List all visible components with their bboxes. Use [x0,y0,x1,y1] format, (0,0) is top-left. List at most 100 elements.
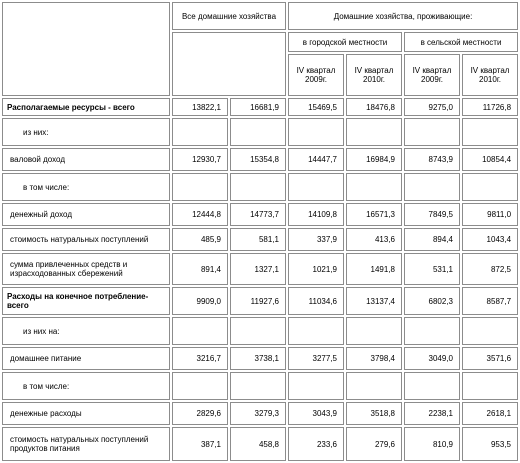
row-label: денежные расходы [2,402,170,425]
value-cell: 2829,6 [172,402,228,425]
value-cell: 953,5 [462,427,519,461]
value-cell: 11726,8 [462,98,519,116]
value-cell: 810,9 [404,427,460,461]
data-row: сумма привлеченных средств и израсходова… [2,253,520,285]
value-cell: 2238,1 [404,402,460,425]
value-cell: 15469,5 [288,98,344,116]
empty-cell [462,118,519,146]
row-label: валовой доход [2,148,170,171]
value-cell: 3518,8 [346,402,402,425]
data-row: в том числе: [2,173,520,201]
row-label: денежный доход [2,203,170,226]
value-cell: 12930,7 [172,148,228,171]
value-cell: 1327,1 [230,253,286,285]
value-cell: 1491,8 [346,253,402,285]
value-cell: 872,5 [462,253,519,285]
value-cell: 3571,6 [462,347,519,370]
empty-cell [346,372,402,400]
data-row: валовой доход 12930,7 15354,8 14447,7 16984,… [2,148,520,171]
empty-cell [172,372,228,400]
value-cell: 233,6 [288,427,344,461]
value-cell: 10854,4 [462,148,519,171]
row-label: Располагаемые ресурсы - всего [2,98,170,116]
empty-cell [404,372,460,400]
period-header: IV квартал 2009г. [404,54,460,96]
row-label: стоимость натуральных поступлений [2,228,170,251]
value-cell: 581,1 [230,228,286,251]
value-cell: 891,4 [172,253,228,285]
value-cell: 3049,0 [404,347,460,370]
value-cell: 3216,7 [172,347,228,370]
data-row: стоимость натуральных поступлений продук… [2,427,520,461]
value-cell: 16984,9 [346,148,402,171]
data-row: денежные расходы 2829,6 3279,3 3043,9 3518,8… [2,402,520,425]
header-cell: Все домашние хозяйства [172,2,286,30]
empty-cell [346,317,402,345]
period-header: IV квартал 2010г. [346,54,402,96]
value-cell: 1021,9 [288,253,344,285]
data-row: стоимость натуральных поступлений 485,9 58… [2,228,520,251]
row-label: в том числе: [2,173,170,201]
header-cell: в сельской местности [404,32,519,52]
value-cell: 9275,0 [404,98,460,116]
empty-cell [346,173,402,201]
empty-cell [288,118,344,146]
value-cell: 15354,8 [230,148,286,171]
row-label: Расходы на конечное потребление- всего [2,287,170,315]
value-cell: 16681,9 [230,98,286,116]
value-cell: 3798,4 [346,347,402,370]
value-cell: 2618,1 [462,402,519,425]
data-row: из них на: [2,317,520,345]
empty-cell [462,372,519,400]
value-cell: 337,9 [288,228,344,251]
value-cell: 3043,9 [288,402,344,425]
empty-cell [230,372,286,400]
value-cell: 3279,3 [230,402,286,425]
data-row: денежный доход 12444,8 14773,7 14109,8 16571… [2,203,520,226]
data-row: Располагаемые ресурсы - всего 13822,1 1668… [2,98,520,116]
empty-cell [288,317,344,345]
data-row: Расходы на конечное потребление- всего 99… [2,287,520,315]
header-cell: в городской местности [288,32,402,52]
empty-cell [230,118,286,146]
empty-cell [230,317,286,345]
period-header: IV квартал 2009г. [288,54,344,96]
value-cell: 1043,4 [462,228,519,251]
value-cell: 11034,6 [288,287,344,315]
data-row: из них: [2,118,520,146]
data-row: в том числе: [2,372,520,400]
header-row: IV квартал 2009г. IV квартал 2010г. IV ква… [2,54,520,96]
empty-cell [404,118,460,146]
empty-cell [288,372,344,400]
empty-cell [404,173,460,201]
value-cell: 14109,8 [288,203,344,226]
value-cell: 894,4 [404,228,460,251]
header-row: в городской местности в сельской местнос… [2,32,520,96]
row-label: домашнее питание [2,347,170,370]
value-cell: 13822,1 [172,98,228,116]
header-row: Все домашние хозяйства Домашние хозяйств… [2,2,520,96]
header-cell: Домашние хозяйства, проживающие: [288,2,519,30]
value-cell: 8743,9 [404,148,460,171]
value-cell: 13137,4 [346,287,402,315]
corner-cell [2,2,170,96]
data-row: домашнее питание 3216,7 3738,1 3277,5 3798,4… [2,347,520,370]
value-cell: 12444,8 [172,203,228,226]
value-cell: 279,6 [346,427,402,461]
value-cell: 6802,3 [404,287,460,315]
value-cell: 387,1 [172,427,228,461]
value-cell: 9909,0 [172,287,228,315]
empty-cell [172,118,228,146]
empty-cell [172,173,228,201]
row-label: сумма привлеченных средств и израсходова… [2,253,170,285]
value-cell: 14447,7 [288,148,344,171]
row-label: из них на: [2,317,170,345]
empty-cell [462,317,519,345]
row-label: из них: [2,118,170,146]
value-cell: 485,9 [172,228,228,251]
empty-cell [230,173,286,201]
